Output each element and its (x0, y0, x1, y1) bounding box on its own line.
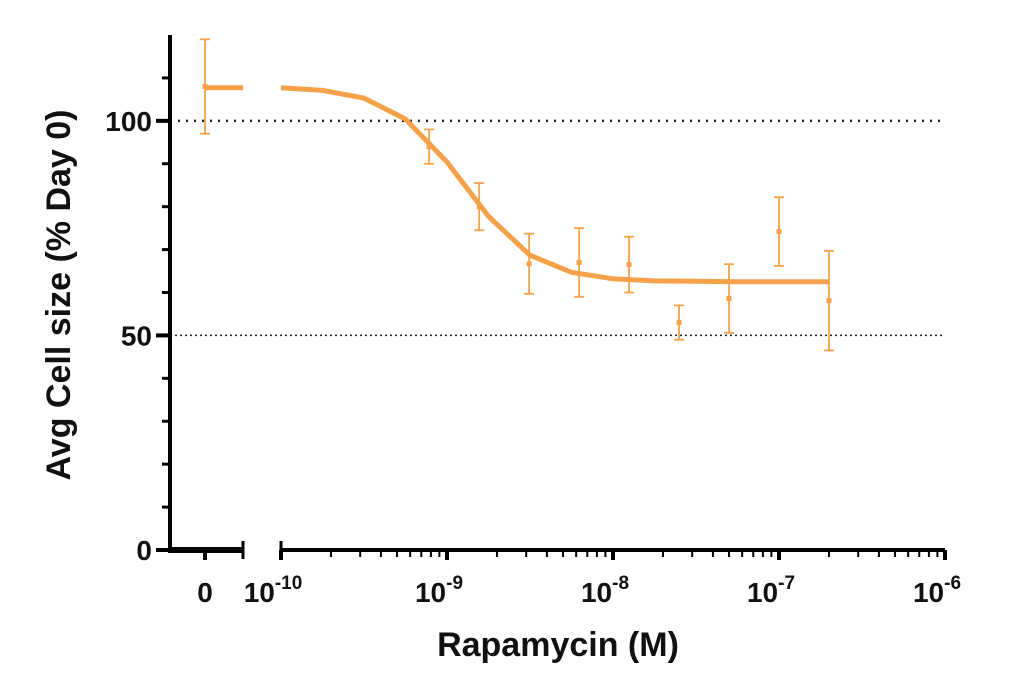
x-tick-exponent: -7 (778, 573, 795, 594)
y-tick-label: 100 (105, 106, 152, 137)
y-tick-label: 50 (121, 320, 152, 351)
x-tick-base: 10 (913, 577, 944, 608)
x-tick-exponent: -8 (612, 573, 629, 594)
x-tick-label: 0 (197, 577, 213, 608)
data-point (626, 262, 632, 268)
x-tick-exponent: -6 (944, 573, 961, 594)
data-point (576, 259, 582, 265)
data-point (476, 204, 482, 210)
data-point (676, 320, 682, 326)
y-tick-label: 0 (136, 535, 152, 566)
x-tick-base: 10 (581, 577, 612, 608)
data-point (202, 84, 208, 89)
data-point (426, 144, 432, 150)
x-tick-label: 10-6 (913, 573, 961, 608)
x-tick-exponent: -10 (275, 573, 302, 594)
data-point (776, 229, 782, 235)
x-tick-base: 10 (747, 577, 778, 608)
x-axis-title: Rapamycin (M) (437, 626, 679, 664)
x-tick-label: 10-9 (415, 573, 463, 608)
fit-curve (280, 85, 829, 285)
x-tick-label: 10-7 (747, 573, 795, 608)
data-point (726, 296, 732, 302)
data-point (526, 261, 532, 267)
y-axis-title: Avg Cell size (% Day 0) (40, 110, 78, 481)
x-tick-exponent: -9 (446, 573, 463, 594)
data-point (826, 298, 832, 304)
x-tick-label: 10-8 (581, 573, 629, 608)
x-tick-label: 10-10 (244, 573, 303, 608)
x-tick-base: 10 (244, 577, 275, 608)
x-tick-base: 10 (415, 577, 446, 608)
